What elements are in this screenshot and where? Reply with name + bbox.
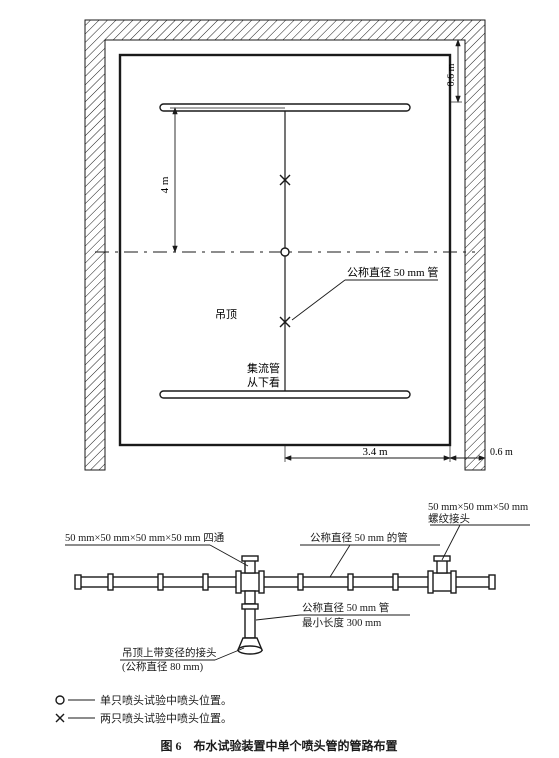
legend-double: 两只喷头试验中喷头位置。 xyxy=(100,711,232,725)
dim-3-4: 3.4 m xyxy=(285,445,450,462)
label-drop-1: 公称直径 50 mm 管 xyxy=(302,601,389,614)
dim-0-6-side-label: 0.6 m xyxy=(490,447,513,458)
leader-pipe50: 公称直径 50 mm 管 xyxy=(292,265,438,320)
figure-caption: 图 6 布水试验装置中单个喷头管的管路布置 xyxy=(160,738,397,753)
label-collector-2: 从下看 xyxy=(247,375,280,389)
label-pipe50: 公称直径 50 mm 管 xyxy=(347,265,438,279)
collector-slot-bottom xyxy=(160,391,410,398)
legend-single: 单只喷头试验中喷头位置。 xyxy=(100,693,232,707)
collector-slot-top xyxy=(160,104,410,111)
label-collector-1: 集流管 xyxy=(247,361,280,375)
pipe-assembly: 50 mm×50 mm×50 mm×50 mm 四通 公称直径 50 mm 的管… xyxy=(65,502,530,673)
plan-view: 4 m 0.6 m 3.4 m 0.6 m 公称直径 5 xyxy=(85,20,513,470)
label-tee-2: 螺纹接头 xyxy=(428,512,470,525)
tee-fitting xyxy=(428,556,456,593)
drop-pipe xyxy=(238,604,262,654)
dim-3-4-label: 3.4 m xyxy=(362,446,388,458)
label-tee-1: 50 mm×50 mm×50 mm xyxy=(428,502,528,513)
label-4way: 50 mm×50 mm×50 mm×50 mm 四通 xyxy=(65,532,225,544)
four-way-cross xyxy=(236,556,264,604)
label-reducer-2: (公称直径 80 mm) xyxy=(122,660,204,673)
label-ceiling: 吊顶 xyxy=(215,308,237,321)
label-reducer-1: 吊顶上带变径的接头 xyxy=(122,646,217,659)
single-sprinkler-marker xyxy=(281,248,289,256)
label-drop-2: 最小长度 300 mm xyxy=(302,616,381,629)
dim-0-6-top-label: 0.6 m xyxy=(446,63,457,86)
dim-4m: 4 m xyxy=(120,108,285,252)
legend: 单只喷头试验中喷头位置。 两只喷头试验中喷头位置。 xyxy=(56,693,232,725)
dim-4m-label: 4 m xyxy=(159,176,171,193)
label-pipe50-assy: 公称直径 50 mm 的管 xyxy=(310,531,408,544)
